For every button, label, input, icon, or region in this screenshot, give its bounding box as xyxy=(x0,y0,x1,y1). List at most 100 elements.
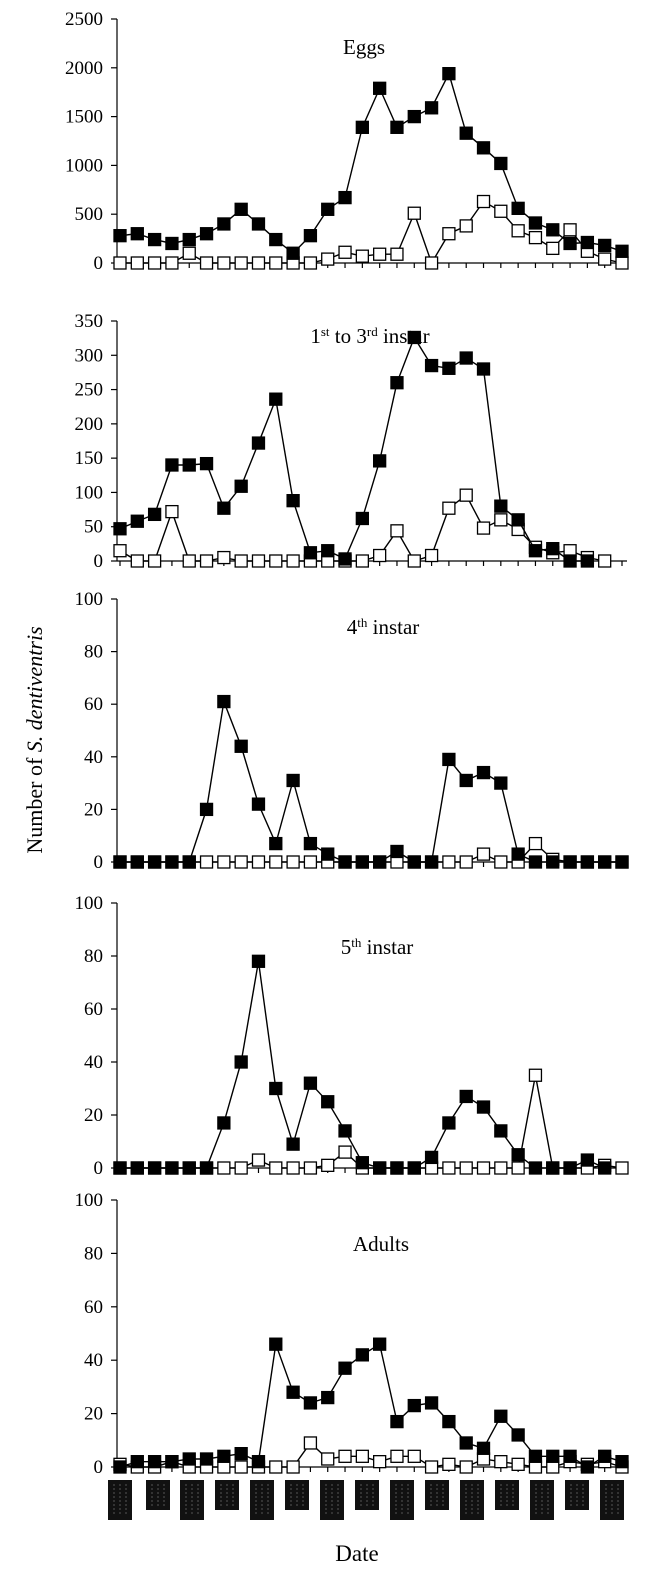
series-line-filled xyxy=(120,698,622,863)
y-tick-label: 40 xyxy=(84,1350,103,1371)
data-point-filled xyxy=(321,1390,335,1405)
data-point-filled xyxy=(182,1161,196,1175)
panel-title-part: instar xyxy=(367,615,419,639)
data-point-open xyxy=(269,256,283,270)
data-point-filled xyxy=(580,554,595,568)
data-point-filled xyxy=(355,120,369,134)
data-point-open xyxy=(442,501,456,515)
data-point-filled xyxy=(373,454,387,468)
data-point-open xyxy=(303,855,318,869)
data-point-filled xyxy=(217,694,231,709)
data-point-open xyxy=(234,256,248,270)
data-point-filled xyxy=(147,232,162,247)
data-point-filled xyxy=(355,511,369,526)
data-point-filled xyxy=(424,1150,439,1165)
data-point-open xyxy=(234,1460,248,1474)
data-point-filled xyxy=(234,739,248,753)
data-point-open xyxy=(476,521,491,535)
y-tick-label: 100 xyxy=(75,893,104,914)
data-point-open xyxy=(355,249,369,263)
data-point-open xyxy=(303,1436,318,1450)
data-point-filled xyxy=(373,855,387,869)
data-point-open xyxy=(286,554,300,568)
data-point-filled xyxy=(182,458,196,472)
data-point-filled xyxy=(373,81,387,95)
panel-title-part: Eggs xyxy=(343,35,385,59)
data-point-open xyxy=(234,1161,248,1175)
data-point-open xyxy=(407,1449,421,1463)
data-point-filled xyxy=(390,376,404,390)
data-point-filled xyxy=(269,1337,283,1351)
data-point-filled xyxy=(303,229,318,243)
data-point-filled xyxy=(355,855,369,869)
data-point-open xyxy=(442,1161,456,1175)
data-point-filled xyxy=(113,1161,127,1175)
data-point-filled xyxy=(424,1396,439,1410)
data-point-open xyxy=(494,513,508,527)
data-point-filled xyxy=(442,1116,456,1130)
data-point-open xyxy=(130,554,144,568)
data-point-filled xyxy=(494,156,508,171)
y-tick-label: 80 xyxy=(84,1243,103,1264)
data-point-open xyxy=(442,227,456,241)
y-tick-label: 300 xyxy=(75,345,104,366)
data-point-open xyxy=(234,554,248,568)
data-point-filled xyxy=(338,855,352,869)
chart-panel: 0 20 40 60 80 100 4th instar xyxy=(75,589,629,873)
data-point-filled xyxy=(511,1148,525,1162)
data-point-filled xyxy=(130,227,144,241)
data-point-filled xyxy=(494,499,508,513)
data-point-filled xyxy=(321,544,335,558)
y-tick-label: 40 xyxy=(84,747,103,768)
y-tick-label: 20 xyxy=(84,1105,103,1126)
data-point-filled xyxy=(165,855,179,869)
series-line-filled xyxy=(119,335,588,562)
data-point-open xyxy=(528,836,543,851)
data-point-open xyxy=(459,219,473,233)
panel-title-part: to 3 xyxy=(330,324,367,348)
data-point-open xyxy=(459,855,473,869)
data-point-filled xyxy=(563,855,577,869)
data-point-filled xyxy=(528,544,543,558)
data-point-open xyxy=(373,1455,387,1469)
data-point-open xyxy=(251,1153,266,1167)
y-tick-label: 100 xyxy=(75,589,104,610)
data-point-open xyxy=(165,504,179,519)
data-point-filled xyxy=(511,847,525,861)
data-point-open xyxy=(615,256,629,270)
data-point-filled xyxy=(165,236,179,251)
data-point-filled xyxy=(130,514,144,528)
data-point-filled xyxy=(217,1449,231,1463)
data-point-filled xyxy=(511,1428,525,1442)
data-point-filled xyxy=(424,101,439,115)
data-point-open xyxy=(147,554,162,568)
data-point-filled xyxy=(251,797,266,811)
data-point-open xyxy=(321,1452,335,1466)
data-point-filled xyxy=(580,1460,595,1474)
y-tick-label: 2500 xyxy=(65,9,103,30)
data-point-open xyxy=(598,554,612,568)
data-point-filled xyxy=(147,1161,162,1175)
data-point-open xyxy=(494,204,508,218)
data-point-open xyxy=(303,256,318,270)
panel-title-part: 1 xyxy=(310,324,321,348)
data-point-open xyxy=(407,206,421,220)
data-point-open xyxy=(459,488,473,502)
data-point-filled xyxy=(546,1161,560,1175)
data-point-filled xyxy=(303,1396,318,1410)
data-point-filled xyxy=(130,1455,144,1469)
panel-title-part: 5 xyxy=(341,935,352,959)
data-point-filled xyxy=(147,507,162,522)
data-point-open xyxy=(269,855,283,869)
data-point-filled xyxy=(234,479,248,493)
data-point-filled xyxy=(130,1161,144,1175)
data-point-filled xyxy=(494,1124,508,1138)
data-point-filled xyxy=(459,126,473,140)
y-tick-label: 50 xyxy=(84,517,103,538)
data-point-filled xyxy=(442,752,456,767)
data-point-open xyxy=(217,855,231,869)
y-tick-label: 60 xyxy=(84,1297,103,1318)
data-point-filled xyxy=(269,232,283,247)
data-point-open xyxy=(321,1158,335,1172)
data-point-filled xyxy=(476,141,491,155)
